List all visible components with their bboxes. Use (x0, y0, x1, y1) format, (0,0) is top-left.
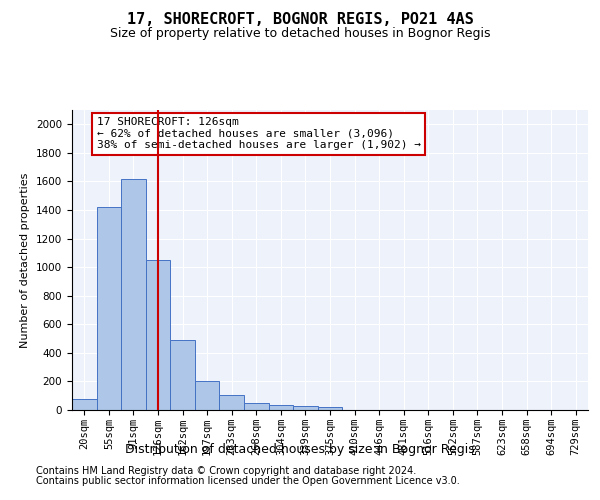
Text: 17 SHORECROFT: 126sqm
← 62% of detached houses are smaller (3,096)
38% of semi-d: 17 SHORECROFT: 126sqm ← 62% of detached … (97, 117, 421, 150)
Text: 17, SHORECROFT, BOGNOR REGIS, PO21 4AS: 17, SHORECROFT, BOGNOR REGIS, PO21 4AS (127, 12, 473, 28)
Bar (121, 178, 146, 410)
Text: Contains HM Land Registry data © Crown copyright and database right 2024.: Contains HM Land Registry data © Crown c… (36, 466, 416, 476)
Bar (244, 403, 269, 410)
Text: Distribution of detached houses by size in Bognor Regis: Distribution of detached houses by size … (125, 442, 475, 456)
Bar (318, 408, 342, 410)
Bar (97, 207, 121, 410)
Bar (170, 340, 195, 410)
Text: Contains public sector information licensed under the Open Government Licence v3: Contains public sector information licen… (36, 476, 460, 486)
Bar (293, 406, 318, 410)
Bar (195, 380, 220, 410)
Bar (72, 398, 97, 410)
Y-axis label: Number of detached properties: Number of detached properties (20, 172, 31, 348)
Bar (146, 260, 170, 410)
Text: Size of property relative to detached houses in Bognor Regis: Size of property relative to detached ho… (110, 28, 490, 40)
Bar (220, 395, 244, 410)
Bar (269, 405, 293, 410)
